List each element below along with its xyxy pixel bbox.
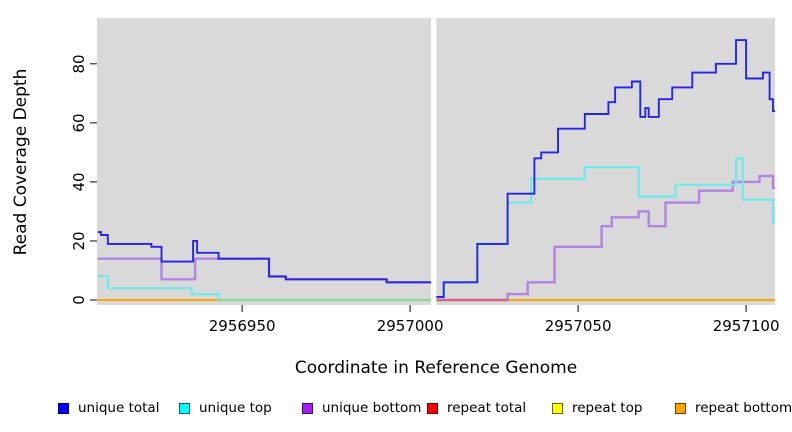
legend-label: repeat bottom [695,400,792,416]
legend-item-unique-bottom: unique bottom [302,399,421,417]
y-tick-label: 0 [70,295,88,305]
repeat-bottom-swatch-icon [675,402,686,414]
y-axis-title: Read Coverage Depth [11,68,31,256]
x-tick-label: 2957100 [712,317,780,335]
legend-item-repeat-total: repeat total [427,399,526,417]
legend-item-unique-total: unique total [58,399,159,417]
x-tick-label: 2957000 [376,317,444,335]
unique-total-swatch-icon [58,402,69,414]
coverage-gap-band [431,18,437,305]
legend-item-repeat-top: repeat top [552,399,642,417]
repeat-total-swatch-icon [427,402,438,414]
repeat-top-swatch-icon [552,402,563,414]
legend-label: unique total [78,400,160,416]
x-tick-label: 2957050 [544,317,612,335]
legend-label: repeat top [572,400,643,416]
y-tick-label: 20 [70,231,88,251]
legend-label: repeat total [447,400,527,416]
legend-label: unique top [199,400,272,416]
series-unique-total-line [97,39,775,298]
y-tick-label: 80 [70,54,88,74]
unique-top-swatch-icon [179,402,190,414]
unique-bottom-swatch-icon [302,402,313,414]
legend-item-repeat-bottom: repeat bottom [675,399,792,417]
legend: unique total unique top unique bottom re… [0,399,792,419]
y-tick-label: 60 [70,113,88,133]
x-tick-label: 2956950 [208,317,276,335]
y-tick-label: 40 [70,172,88,192]
legend-item-unique-top: unique top [179,399,272,417]
x-axis-title: Coordinate in Reference Genome [294,358,578,378]
legend-label: unique bottom [322,400,422,416]
series-unique-top-line [97,157,775,302]
